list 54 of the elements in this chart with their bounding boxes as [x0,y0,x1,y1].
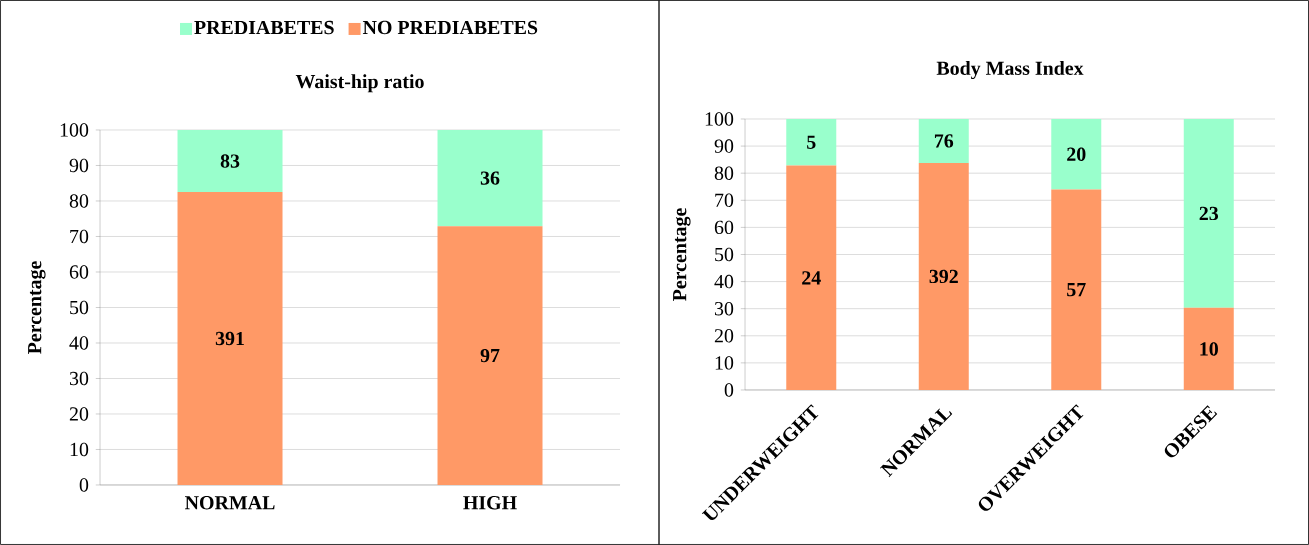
annotation: 20 [1067,147,1086,161]
annotation: 97 [480,348,500,363]
bar [786,165,837,390]
annotation: 36 [480,171,500,185]
y-tick-label: 40 [69,336,89,350]
y-tick-label: 60 [714,220,734,235]
annotation: 57 [1067,283,1086,297]
y-tick-label: 30 [714,301,734,316]
legend-label: PREDIABETES [194,20,334,35]
y-tick-label: 80 [69,194,89,208]
bar [437,226,543,485]
bar [177,129,283,193]
y-tick-label: 0 [724,383,734,397]
annotation: 5 [807,135,816,149]
legend-label: NO PREDIABETES [362,20,538,35]
bar [786,118,837,166]
annotation: 391 [215,331,244,346]
annotation: 10 [1200,342,1218,356]
bar [177,192,283,485]
y-tick-label: 70 [70,229,89,244]
bar [437,129,543,227]
y-tick-label: 20 [714,329,734,343]
y-tick-label: 90 [714,139,734,153]
y-tick-label: 80 [714,166,734,180]
annotation: 76 [934,134,954,148]
y-tick-label: 20 [69,407,89,421]
x-tick-label: NORMAL [185,496,275,510]
y-tick-label: 100 [705,112,734,126]
annotation: 83 [220,154,240,168]
bar [1051,189,1102,390]
annotation: 24 [802,271,821,285]
y-tick-label: 60 [69,265,89,279]
y-tick-label: 30 [69,371,89,386]
bar [1183,118,1234,308]
y-tick-label: 0 [79,478,89,492]
y-tick-label: 10 [70,442,89,457]
bar [918,162,969,390]
annotation: 392 [929,269,958,284]
bar [1051,118,1102,190]
chart-title: Waist-hip ratio [295,74,424,93]
y-tick-label: 10 [715,356,734,370]
y-tick-label: 90 [69,158,89,173]
y-axis-title: Percentage [28,261,46,354]
chart-title: Body Mass Index [936,60,1084,80]
y-tick-label: 40 [714,274,734,289]
annotation: 23 [1199,206,1219,221]
y-tick-label: 100 [60,123,89,137]
y-tick-label: 50 [715,247,734,262]
bar [1183,307,1234,390]
y-tick-label: 50 [70,300,89,315]
x-tick-label: HIGH [463,496,517,510]
y-tick-label: 70 [715,193,734,207]
y-axis-title: Percentage [673,208,691,301]
bar [918,118,969,163]
